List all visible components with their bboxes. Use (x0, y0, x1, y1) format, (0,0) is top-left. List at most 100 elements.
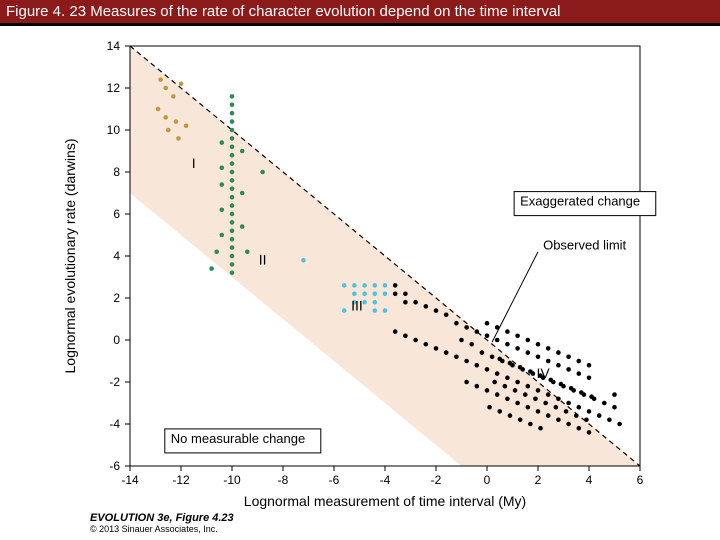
point-IV (454, 355, 459, 360)
point-IV (520, 367, 525, 372)
point-II (240, 224, 245, 229)
point-IV (495, 338, 500, 343)
point-IV (556, 350, 561, 355)
point-III (383, 283, 388, 288)
point-III (362, 292, 367, 297)
point-IV (587, 430, 592, 435)
point-II (230, 229, 235, 234)
y-tick-label: -4 (109, 417, 120, 431)
point-IV (434, 346, 439, 351)
point-IV (505, 329, 510, 334)
point-II (230, 262, 235, 267)
point-IV (526, 338, 531, 343)
point-II (209, 266, 214, 271)
point-I (163, 115, 168, 120)
x-tick-label: -6 (329, 473, 340, 487)
point-III (373, 292, 378, 297)
x-tick-label: 2 (535, 473, 542, 487)
point-IV (464, 380, 469, 385)
point-IV (523, 392, 528, 397)
point-I (176, 136, 181, 141)
point-IV (393, 329, 398, 334)
group-label: III (351, 298, 363, 314)
x-tick-label: -2 (431, 473, 442, 487)
point-IV (612, 405, 617, 410)
point-III (362, 283, 367, 288)
point-IV (536, 409, 541, 414)
point-III (373, 283, 378, 288)
point-IV (536, 355, 541, 360)
point-II (230, 187, 235, 192)
point-IV (536, 342, 541, 347)
point-IV (592, 397, 597, 402)
point-III (373, 308, 378, 313)
point-IV (602, 401, 607, 406)
point-IV (393, 292, 398, 297)
point-IV (546, 359, 551, 364)
y-tick-label: -6 (109, 459, 120, 473)
point-II (220, 182, 225, 187)
slide-title: Figure 4. 23 Measures of the rate of cha… (0, 0, 720, 26)
point-IV (500, 359, 505, 364)
point-IV (515, 334, 520, 339)
point-I (174, 119, 179, 124)
point-IV (505, 397, 510, 402)
no-change-text: No measurable change (171, 431, 305, 446)
point-II (230, 271, 235, 276)
point-IV (577, 371, 582, 376)
point-IV (556, 397, 561, 402)
point-I (156, 107, 161, 112)
point-IV (526, 384, 531, 389)
point-II (230, 161, 235, 166)
x-tick-label: -12 (172, 473, 190, 487)
y-tick-label: 14 (107, 39, 121, 53)
point-IV (566, 401, 571, 406)
point-II (230, 203, 235, 208)
point-IV (566, 355, 571, 360)
point-III (383, 308, 388, 313)
point-IV (413, 300, 418, 305)
point-IV (526, 405, 531, 410)
figure-wrap: -14-12-10-8-6-4-20246-6-4-202468101214II… (0, 26, 720, 536)
point-IV (424, 342, 429, 347)
point-IV (546, 392, 551, 397)
point-IV (503, 384, 508, 389)
y-tick-label: 6 (113, 207, 120, 221)
point-IV (587, 363, 592, 368)
point-IV (464, 359, 469, 364)
point-II (230, 170, 235, 175)
point-III (383, 292, 388, 297)
point-II (230, 103, 235, 108)
point-II (230, 145, 235, 150)
exaggerated-text: Exaggerated change (520, 194, 640, 209)
point-IV (459, 338, 464, 343)
point-I (171, 94, 176, 99)
point-IV (495, 392, 500, 397)
point-IV (571, 388, 576, 393)
point-IV (393, 283, 398, 288)
point-II (220, 233, 225, 238)
point-IV (475, 363, 480, 368)
point-III (352, 292, 357, 297)
point-II (230, 136, 235, 141)
point-II (230, 153, 235, 158)
point-IV (497, 409, 502, 414)
point-IV (597, 413, 602, 418)
y-tick-label: 8 (113, 165, 120, 179)
point-IV (403, 300, 408, 305)
x-tick-label: -10 (223, 473, 241, 487)
point-I (166, 128, 171, 133)
y-tick-label: -2 (109, 375, 120, 389)
point-IV (533, 397, 538, 402)
point-IV (546, 346, 551, 351)
point-I (163, 86, 168, 91)
point-IV (475, 329, 480, 334)
caption-small: © 2013 Sinauer Associates, Inc. (90, 524, 218, 534)
point-II (260, 170, 265, 175)
point-IV (564, 409, 569, 414)
point-IV (556, 363, 561, 368)
point-IV (577, 359, 582, 364)
point-IV (515, 401, 520, 406)
group-label: IV (536, 365, 550, 381)
point-IV (485, 334, 490, 339)
